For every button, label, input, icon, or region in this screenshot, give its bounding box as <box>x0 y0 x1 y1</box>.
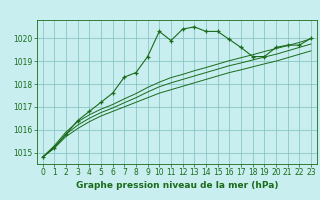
X-axis label: Graphe pression niveau de la mer (hPa): Graphe pression niveau de la mer (hPa) <box>76 181 278 190</box>
